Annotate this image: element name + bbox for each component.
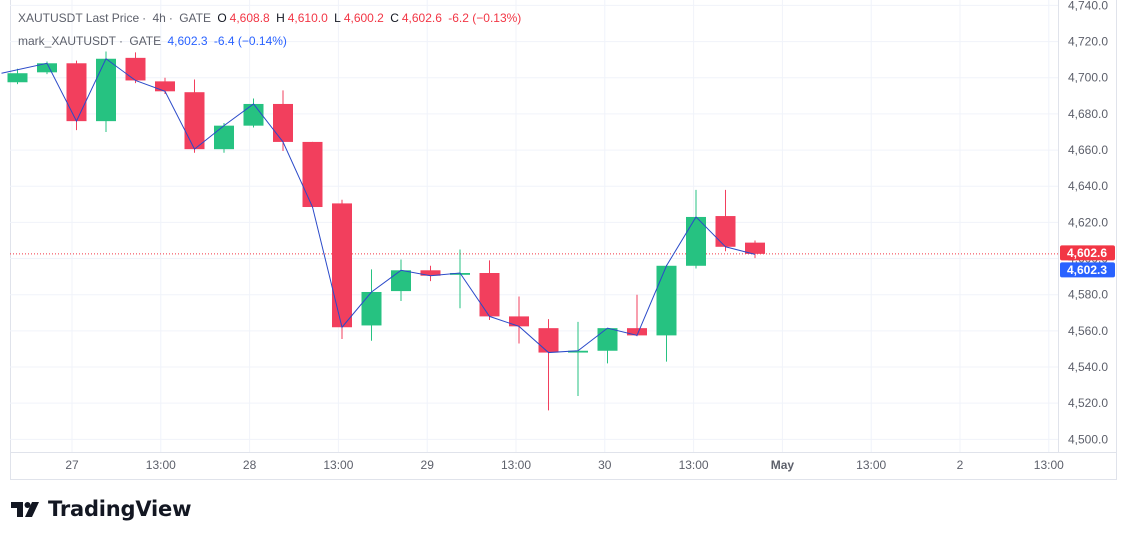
candle-body-up[interactable] [450,273,470,275]
time-tick-label: 28 [243,458,257,472]
mark-price-series-line [1,57,756,354]
legend-mark-value: 4,602.3 [167,34,208,48]
candle-body-down[interactable] [627,328,647,336]
time-tick-label: 13:00 [323,458,353,472]
price-tick-label: 4,580.0 [1068,288,1108,302]
price-tick-label: 4,700.0 [1068,71,1108,85]
time-tick-label: 2 [957,458,964,472]
legend-separator: · [168,11,173,25]
time-tick-label: 13:00 [146,458,176,472]
candle-body-down[interactable] [273,103,293,142]
legend-high-label: H [276,11,285,25]
candle-body-up[interactable] [96,58,116,122]
chart-frame [10,0,1117,480]
candle-body-up[interactable] [656,265,677,336]
candle-body-down[interactable] [420,270,441,276]
candle-body-up[interactable] [686,216,706,266]
candle-body-down[interactable] [715,216,736,247]
tradingview-wordmark: TradingView [48,497,192,521]
axis-separators [10,0,1117,453]
candle-body-up[interactable] [391,270,411,292]
mark-price-tag [1060,262,1115,278]
time-tick-label: 13:00 [501,458,531,472]
legend-open-label: O [217,11,227,25]
legend-close-label: C [390,11,399,25]
last-price-tag-label: 4,602.6 [1067,246,1107,260]
candle-body-down[interactable] [538,328,559,353]
price-tick-label: 4,520.0 [1068,396,1108,410]
tradingview-logo-icon [11,502,39,517]
legend-interval: 4h [152,11,166,25]
price-tick-label: 4,640.0 [1068,179,1108,193]
price-tick-label: 4,620.0 [1068,215,1108,229]
last-price-tag [1060,245,1115,261]
legend-high-value: 4,610.0 [287,11,328,25]
candle-body-down[interactable] [302,141,323,208]
price-chart[interactable]: 4,500.0 4,520.0 4,540.0 4,560.0 4,580.0 4,600… [0,0,1127,480]
candle-body-down[interactable] [332,203,352,328]
legend-mark-change: -6.4 (−0.14%) [213,34,287,48]
tradingview-brand[interactable]: TradingView [11,497,191,521]
price-tick-label: 4,660.0 [1068,143,1108,157]
legend-symbol: XAUTUSDT Last Price [18,11,140,25]
time-axis[interactable]: 27 13:00 28 13:00 29 13:00 30 13:00 May 13:00 2 13:… [65,458,1064,472]
price-tick-label: 4,680.0 [1068,107,1108,121]
candle-body-up[interactable] [37,63,57,73]
legend-separator: · [119,34,124,48]
candle-body-up[interactable] [361,291,382,326]
price-axis[interactable]: 4,500.04,520.04,540.04,560.04,580.04,600… [1068,0,1108,446]
candle-body-down[interactable] [184,92,205,150]
price-tick-label: 4,740.0 [1068,0,1108,12]
price-tick-label: 4,560.0 [1068,324,1108,338]
time-tick-label: 13:00 [856,458,886,472]
time-tick-label: 13:00 [679,458,709,472]
candle-body-up[interactable] [243,103,264,126]
candle-body-up[interactable] [597,328,618,351]
candle-body-down[interactable] [479,273,500,317]
candle-body-down[interactable] [509,316,529,327]
legend-change: -6.2 (−0.13%) [448,11,522,25]
legend-main-series[interactable]: XAUTUSDT Last Price · 4h · GATE O 4,608.8 H… [18,11,524,25]
time-tick-label: 27 [65,458,79,472]
time-tick-label: 30 [598,458,612,472]
grid-lines [10,0,1058,452]
time-tick-label: 13:00 [1034,458,1064,472]
price-tick-label: 4,500.0 [1068,432,1108,446]
legend-mark-symbol: mark_XAUTUSDT [18,34,117,48]
candle-body-down[interactable] [155,81,175,92]
mark-price-tag-label: 4,602.3 [1067,263,1107,277]
legend-low-value: 4,600.2 [343,11,384,25]
legend-mark-series[interactable]: mark_XAUTUSDT · GATE 4,602.3 -6.4 (−0.14%… [18,34,290,48]
mark-price-line [1,57,756,354]
time-tick-label: 29 [421,458,435,472]
legend-low-label: L [334,11,341,25]
legend-mark-exchange: GATE [129,34,162,48]
candle-body-down[interactable] [66,63,87,122]
price-tick-label: 4,720.0 [1068,35,1108,49]
candles[interactable] [7,51,766,411]
legend-exchange: GATE [179,11,211,25]
time-tick-label: May [771,458,795,472]
price-tick-label: 4,540.0 [1068,360,1108,374]
candle-body-down[interactable] [745,242,765,254]
legend-close-value: 4,602.6 [401,11,442,25]
candle-body-up[interactable] [568,350,588,353]
legend-separator: · [142,11,147,25]
price-tags: 4,602.6 4,602.3 [1060,245,1115,278]
candle-body-up[interactable] [7,73,28,83]
legend-open-value: 4,608.8 [229,11,270,25]
candle-body-down[interactable] [125,57,146,81]
candle-body-up[interactable] [214,125,234,150]
